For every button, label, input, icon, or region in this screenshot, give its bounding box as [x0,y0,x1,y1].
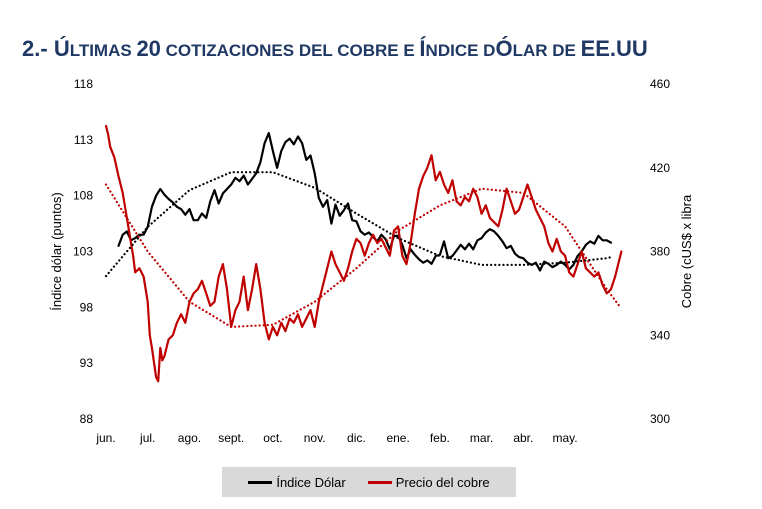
title-text: ÚLTIMAS 20 COTIZACIONES DEL COBRE E ÍNDI… [54,36,648,61]
legend-label-dollar: Índice Dólar [276,474,346,490]
legend-swatch-dollar [248,480,273,484]
chart-area: 88 93 98 103 108 113 118 300 340 380 420 460 jun. jul… [49,77,694,445]
y-left-tick-label: 98 [80,300,94,314]
title-segment: LTIMAS [69,41,137,60]
x-tick-label: oct. [263,431,282,445]
y-right-tick-label: 460 [650,77,670,91]
x-tick-label: jul. [139,431,155,445]
title-prefix: 2.- [22,36,48,61]
title-segment: Í [419,36,426,61]
title-segment: COTIZACIONES DEL COBRE E [160,41,420,60]
y-right-tick-label: 420 [650,161,670,175]
y-right-tick-label: 380 [650,245,670,259]
x-tick-label: ene. [386,431,409,445]
x-tick-label: may. [552,431,577,445]
y-left-tick-label: 118 [74,77,93,91]
x-tick-label: feb. [430,431,450,445]
legend-swatch-copper [367,480,392,484]
y-left-tick-label: 113 [74,133,93,147]
x-tick-label: mar. [470,431,493,445]
y-right-tick-label: 300 [650,412,670,426]
copper-price-line [104,124,623,383]
y-left-tick-label: 103 [73,245,93,259]
title-segment: LAR DE [512,41,581,60]
x-tick-label: sept. [218,431,244,445]
y-left-tick-label: 108 [73,189,93,203]
y-left-tick-label: 88 [80,412,94,426]
x-tick-label: nov. [304,431,326,445]
title-segment: NDICE D [425,41,496,60]
legend: Índice Dólar Precio del cobre [222,467,516,497]
title-segment: 20 [136,36,161,61]
y-left-tick-label: 93 [80,356,94,370]
title-segment: Ú [53,36,70,61]
chart-title: 2.- ÚLTIMAS 20 COTIZACIONES DEL COBRE E … [22,36,648,62]
x-tick-label: ago. [178,431,201,445]
y-right-tick-label: 340 [650,328,670,342]
x-tick-label: dic. [347,431,366,445]
y-right-axis-title: Cobre (cUS$ x libra [679,194,694,308]
dollar-index-trend-line [104,171,613,278]
title-segment: EE.UU [580,36,648,61]
x-tick-label: abr. [513,431,533,445]
legend-label-copper: Precio del cobre [395,474,490,490]
title-segment: Ó [495,36,513,61]
legend-item-dollar: Índice Dólar [248,474,346,490]
legend-item-copper: Precio del cobre [367,474,490,490]
copper-price-trend-line [104,183,621,328]
x-tick-label: jun. [95,431,115,445]
dollar-index-line [117,132,613,272]
y-left-axis-title: Índice dólar (puntos) [49,192,64,311]
